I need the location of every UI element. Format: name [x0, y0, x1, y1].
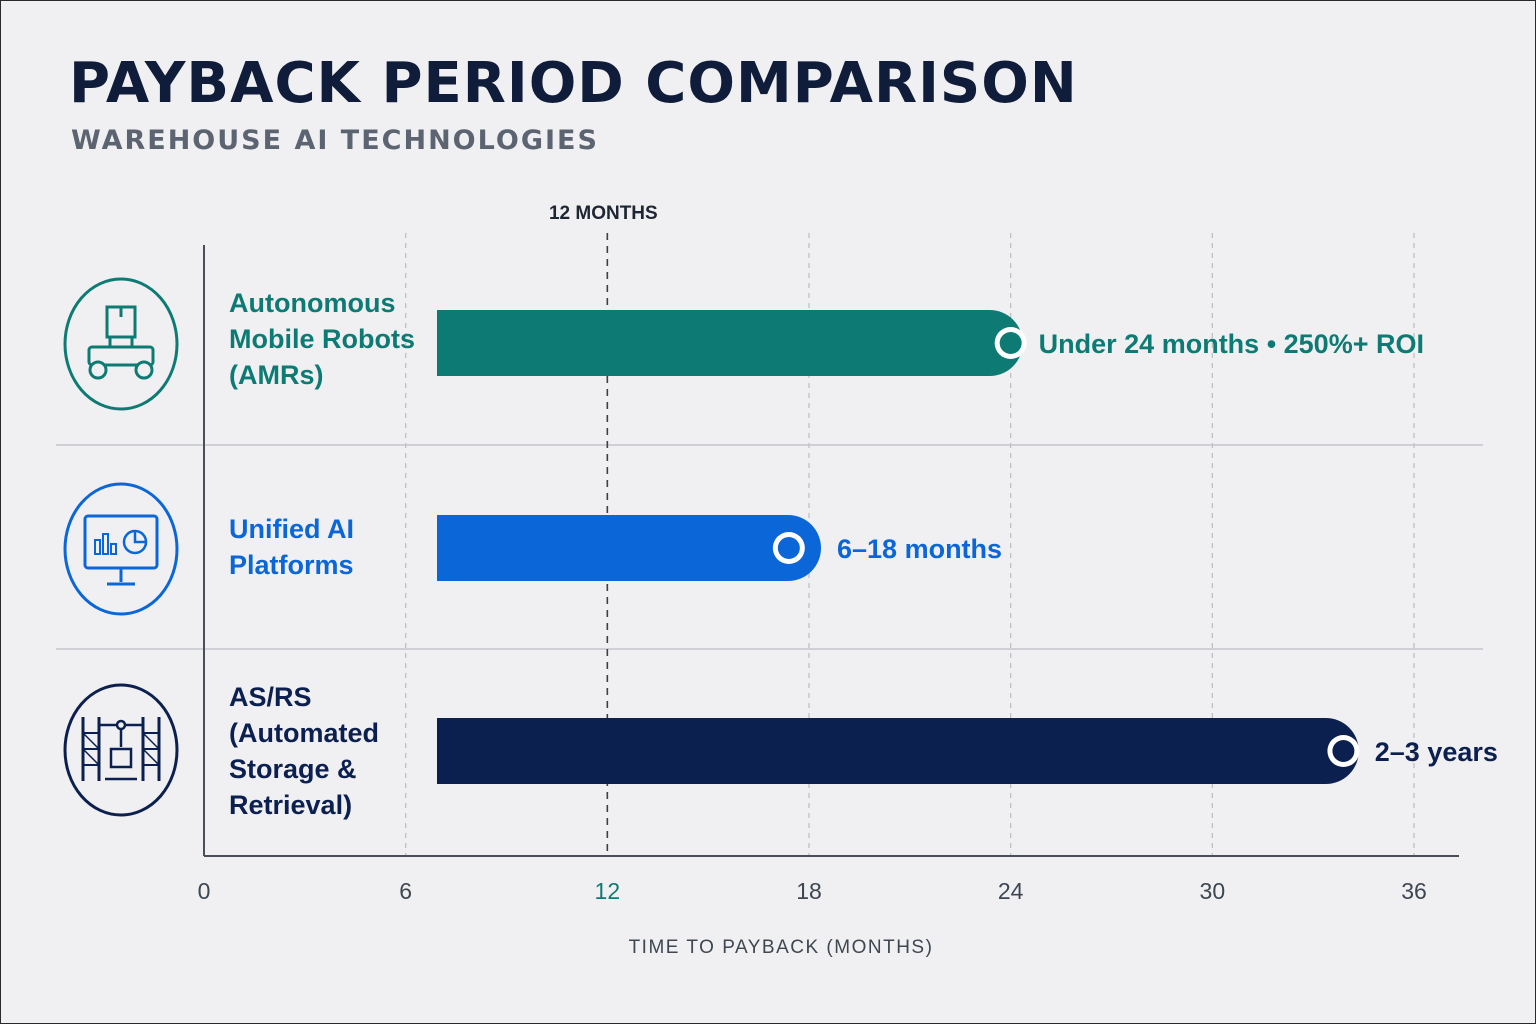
category-label-line: Storage & — [229, 754, 357, 784]
category-label-line: Retrieval) — [229, 790, 353, 820]
x-tick-label: 6 — [399, 878, 412, 904]
x-tick-label: 18 — [796, 878, 822, 904]
category-label-line: Unified AI — [229, 514, 354, 544]
category-label-line: Mobile Robots — [229, 324, 415, 354]
bar-end-marker-dot — [999, 332, 1022, 354]
category-label-amrs: Autonomous Mobile Robots (AMRs) — [229, 285, 415, 393]
reference-line-label: 12 MONTHS — [549, 203, 658, 224]
category-label-line: Autonomous — [229, 288, 396, 318]
x-tick-labels: 0 6 12 18 24 30 36 — [198, 878, 1427, 904]
x-tick-label: 24 — [998, 878, 1024, 904]
x-tick-label: 30 — [1200, 878, 1226, 904]
reference-line-group: 12 MONTHS — [549, 203, 658, 856]
axes — [203, 245, 1459, 857]
category-label-line: (AMRs) — [229, 360, 324, 390]
bar-end-marker-dot — [1332, 740, 1355, 762]
bar-end-marker-dot — [777, 537, 800, 559]
data-label: 6–18 months — [837, 534, 1002, 564]
data-label: 2–3 years — [1375, 737, 1498, 767]
bar — [437, 310, 1023, 376]
storage-rack-icon — [63, 683, 179, 817]
bars: Under 24 months • 250%+ ROI 6–18 months 2–… — [437, 310, 1498, 784]
x-axis-label: TIME TO PAYBACK (MONTHS) — [629, 937, 934, 958]
bar — [437, 515, 821, 581]
x-tick-label: 0 — [198, 878, 211, 904]
chart-subtitle: WAREHOUSE AI TECHNOLOGIES — [71, 125, 599, 156]
chart-title: PAYBACK PERIOD COMPARISON — [69, 51, 1078, 116]
x-tick-label: 36 — [1401, 878, 1427, 904]
category-label-line: (Automated — [229, 718, 379, 748]
x-tick-label: 12 — [595, 878, 621, 904]
bar — [437, 718, 1359, 784]
row-dividers — [56, 444, 1483, 650]
data-label: Under 24 months • 250%+ ROI — [1039, 329, 1424, 359]
category-label-line: AS/RS — [229, 682, 312, 712]
dashboard-monitor-icon — [63, 482, 179, 616]
category-label-asrs: AS/RS (Automated Storage & Retrieval) — [229, 679, 379, 823]
category-label-line: Platforms — [229, 550, 354, 580]
category-label-ai-platforms: Unified AI Platforms — [229, 511, 354, 583]
robot-icon — [63, 277, 179, 411]
